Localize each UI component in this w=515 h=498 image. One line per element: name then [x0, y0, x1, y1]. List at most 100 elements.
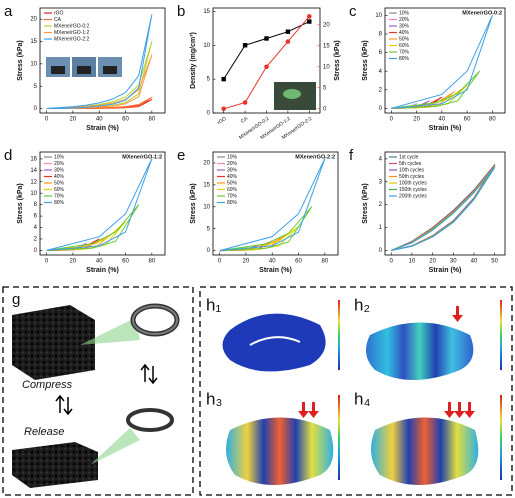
marker: [242, 100, 248, 105]
legend-label: 80%: [54, 200, 65, 206]
y-tick-label: 6: [379, 50, 383, 56]
y-tick-label: 0: [207, 248, 211, 254]
y-tick-label: 15: [203, 9, 210, 15]
legend-label: 20%: [54, 161, 65, 167]
series-line: [391, 167, 496, 251]
x-tick-label: 80: [489, 117, 496, 123]
y-tick-label: 5: [207, 226, 211, 232]
series-line: [391, 14, 493, 109]
legend-label: 50%: [399, 36, 410, 42]
legend-label: CA: [54, 17, 62, 23]
x-tick-label: 0: [390, 117, 394, 123]
y2-tick-label: 5: [323, 85, 327, 91]
legend-label: 60%: [227, 187, 238, 193]
x-tick-label: 80: [148, 259, 155, 265]
y-tick-label: 10: [30, 191, 37, 197]
legend-label: 80%: [399, 56, 410, 62]
x-tick-label: 0: [390, 259, 394, 265]
legend-label: 30%: [54, 167, 65, 173]
panel-label: h₃: [206, 389, 222, 408]
y-axis-label: Stress (kPa): [190, 183, 197, 223]
series-line: [219, 158, 326, 252]
panel-label: c: [349, 3, 357, 20]
y-axis-label: Stress (kPa): [17, 40, 24, 80]
y-tick-label: 0: [207, 111, 211, 117]
panel-label: h₂: [354, 295, 370, 314]
y-tick-label: 15: [30, 39, 37, 45]
panel-h: h₁ h₂ h₃ h₄: [199, 286, 513, 496]
legend-label: rGO: [54, 10, 64, 16]
y-tick-label: 10: [203, 204, 210, 210]
legend-label: 40%: [54, 174, 65, 180]
legend-label: MXene/rGO-0:2: [54, 23, 90, 29]
x-axis-label: Strain (%): [429, 125, 462, 132]
x-tick-label: CA: [240, 115, 250, 124]
legend-label: 40%: [399, 30, 410, 36]
legend-label: 30%: [399, 23, 410, 29]
legend-label: 60%: [54, 187, 65, 193]
marker: [285, 29, 291, 34]
y-tick-label: 0: [34, 106, 38, 112]
panel-label: g: [12, 291, 20, 308]
y-tick-label: 3: [379, 179, 383, 185]
x-tick-label: 80: [148, 117, 155, 123]
y-tick-label: 16: [30, 156, 37, 162]
x-tick-label: rGO: [216, 116, 227, 126]
y-tick-label: 2: [34, 237, 38, 243]
y-tick-label: 0: [379, 248, 383, 254]
x-tick-label: 10: [409, 259, 416, 265]
legend-label: 5th cycles: [399, 161, 422, 167]
y-axis-label: Density (mg/cm³): [190, 32, 197, 89]
x-tick-label: 80: [321, 259, 328, 265]
y-tick-label: 1: [379, 225, 383, 231]
y2-tick-label: 15: [323, 43, 330, 49]
y2-tick-label: 0: [323, 106, 327, 112]
x-tick-label: 0: [45, 117, 49, 123]
x-tick-label: 40: [269, 259, 276, 265]
series-line: [46, 204, 140, 251]
x-axis-label: Strain (%): [86, 267, 119, 274]
legend-label: MXene/rGO-2:2: [54, 36, 90, 42]
release-label: Release: [24, 426, 64, 438]
y2-tick-label: 20: [323, 22, 330, 28]
y-axis-label: Stress (kPa): [17, 183, 24, 223]
y-axis-label: Stress (kPa): [362, 40, 369, 80]
y-tick-label: 5: [34, 84, 38, 90]
compress-label: Compress: [22, 379, 73, 391]
marker: [221, 106, 226, 112]
legend-label: 50%: [227, 180, 238, 186]
series-line: [46, 158, 153, 251]
chart-title: MXene/rGO-0:2: [462, 10, 502, 16]
x-tick-label: 20: [429, 259, 436, 265]
panel-label: h₁: [206, 295, 221, 314]
legend-label: 70%: [227, 193, 238, 199]
legend-label: 40%: [227, 174, 238, 180]
x-tick-label: 0: [45, 259, 49, 265]
legend-label: 20%: [399, 17, 410, 23]
y-tick-label: 4: [379, 156, 383, 162]
legend-label: 1st cycle: [399, 154, 419, 160]
x-tick-label: 60: [122, 117, 129, 123]
panel-g: g Compress Release: [2, 286, 194, 496]
x-tick-label: 0: [218, 259, 222, 265]
legend-label: 80%: [227, 200, 238, 206]
y-tick-label: 15: [203, 182, 210, 188]
y-tick-label: 10: [375, 13, 382, 19]
legend-label: 50th cycles: [399, 174, 425, 180]
legend-label: 10%: [227, 154, 238, 160]
chart-title: MXene/rGO-1:2: [122, 154, 162, 160]
marker: [264, 36, 269, 41]
panel-label: h₄: [354, 389, 370, 408]
plot-frame: [39, 7, 166, 114]
y2-tick-label: 10: [323, 64, 330, 70]
panel-label: b: [177, 3, 185, 20]
x-tick-label: 40: [96, 117, 103, 123]
panel-label: d: [4, 147, 12, 164]
panel-label: e: [177, 147, 185, 164]
y-tick-label: 20: [30, 17, 37, 23]
legend-label: 10th cycles: [399, 167, 425, 173]
legend-label: 60%: [399, 43, 410, 49]
legend-label: 50%: [54, 180, 65, 186]
marker: [264, 64, 269, 70]
